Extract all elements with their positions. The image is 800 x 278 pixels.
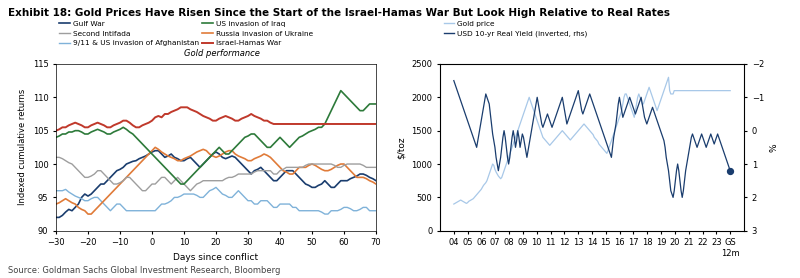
Legend: Gold price, USD 10-yr Real Yield (inverted, rhs): Gold price, USD 10-yr Real Yield (invert… xyxy=(441,18,590,40)
Gold price xyxy=(603,149,613,152)
Text: Gold performance: Gold performance xyxy=(185,49,260,58)
Gold price xyxy=(449,202,458,206)
Gold price xyxy=(465,199,474,202)
Gold price xyxy=(664,76,674,79)
Text: Exhibit 18: Gold Prices Have Risen Since the Start of the Israel-Hamas War But L: Exhibit 18: Gold Prices Have Risen Since… xyxy=(8,8,670,18)
Line: USD 10-yr Real Yield (inverted, rhs): USD 10-yr Real Yield (inverted, rhs) xyxy=(454,81,730,197)
Y-axis label: %: % xyxy=(770,143,778,152)
Text: Source: Goldman Sachs Global Investment Research, Bloomberg: Source: Goldman Sachs Global Investment … xyxy=(8,266,280,275)
USD 10-yr Real Yield (inverted, rhs) xyxy=(574,89,583,92)
Y-axis label: $/toz: $/toz xyxy=(397,136,406,159)
Gold price xyxy=(582,125,591,128)
USD 10-yr Real Yield (inverted, rhs) xyxy=(449,79,458,82)
USD 10-yr Real Yield (inverted, rhs) xyxy=(726,169,735,172)
Line: Gold price: Gold price xyxy=(454,77,730,204)
USD 10-yr Real Yield (inverted, rhs) xyxy=(603,146,613,149)
USD 10-yr Real Yield (inverted, rhs) xyxy=(542,116,551,119)
USD 10-yr Real Yield (inverted, rhs) xyxy=(668,196,678,199)
Y-axis label: Indexed cumulative returns: Indexed cumulative returns xyxy=(18,89,27,205)
Gold price xyxy=(542,140,551,143)
Gold price xyxy=(574,129,583,132)
USD 10-yr Real Yield (inverted, rhs) xyxy=(582,102,591,106)
Point xyxy=(724,168,737,173)
X-axis label: Days since conflict: Days since conflict xyxy=(174,253,258,262)
Gold price xyxy=(713,89,722,92)
USD 10-yr Real Yield (inverted, rhs) xyxy=(713,132,722,136)
Gold price xyxy=(726,89,735,92)
Legend: Gulf War, Second Intifada, 9/11 & US invasion of Afghanistan, US invasion of Ira: Gulf War, Second Intifada, 9/11 & US inv… xyxy=(57,18,316,49)
USD 10-yr Real Yield (inverted, rhs) xyxy=(465,126,474,129)
